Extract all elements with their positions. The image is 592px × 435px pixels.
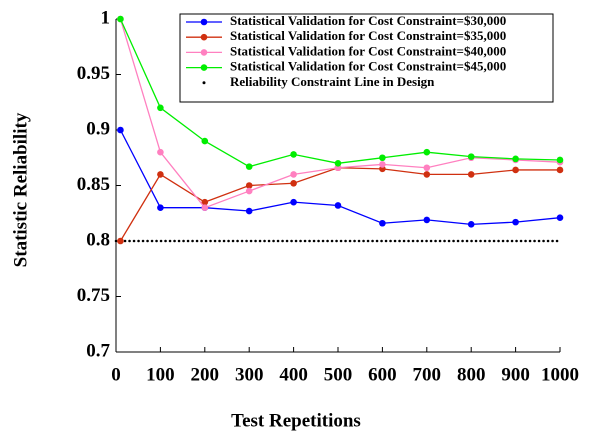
data-point <box>157 148 164 156</box>
x-tick-label: 1000 <box>541 364 579 385</box>
data-point <box>245 207 253 215</box>
data-point <box>157 204 164 211</box>
data-point <box>379 219 386 227</box>
data-point <box>117 15 124 23</box>
data-point <box>556 214 564 221</box>
data-point <box>512 166 519 174</box>
legend-marker <box>200 33 208 41</box>
y-axis-label: Statistic Reliability <box>10 112 31 267</box>
data-point <box>290 171 297 178</box>
data-point <box>334 202 342 209</box>
data-point <box>290 151 297 158</box>
legend-label: Statistical Validation for Cost Constrai… <box>230 59 506 74</box>
data-point <box>117 126 124 134</box>
data-point <box>117 237 124 245</box>
legend-label: Statistical Validation for Cost Constrai… <box>230 28 506 43</box>
legend-label: Statistical Validation for Cost Constrai… <box>230 43 506 58</box>
data-point <box>467 171 475 178</box>
data-point <box>423 164 431 172</box>
y-tick-label: 0.8 <box>86 229 110 250</box>
legend-label: Reliability Constraint Line in Design <box>230 74 435 89</box>
data-point <box>290 179 297 187</box>
x-tick-label: 200 <box>191 364 220 385</box>
data-point <box>423 148 431 156</box>
data-point <box>467 153 475 160</box>
y-tick-label: 0.7 <box>86 340 110 361</box>
data-point <box>379 161 386 168</box>
data-point <box>201 198 209 206</box>
legend-marker <box>200 18 208 26</box>
y-tick-label: 1 <box>101 7 111 28</box>
y-tick-label: 0.85 <box>77 174 110 195</box>
x-tick-label: 100 <box>146 364 175 385</box>
y-tick-label: 0.9 <box>86 118 110 139</box>
data-point <box>556 156 564 164</box>
legend: Statistical Validation for Cost Constrai… <box>179 13 554 103</box>
y-tick-label: 0.95 <box>77 63 110 84</box>
data-point <box>512 155 519 163</box>
data-point <box>512 218 519 226</box>
data-point <box>556 166 564 174</box>
x-tick-label: 700 <box>413 364 442 385</box>
data-point <box>245 182 253 189</box>
data-point <box>201 204 209 211</box>
data-point <box>467 221 475 228</box>
data-point <box>157 171 164 178</box>
data-point <box>201 137 209 145</box>
legend-marker <box>202 81 206 85</box>
data-point <box>245 187 253 195</box>
data-point <box>423 216 431 224</box>
data-point <box>423 171 431 178</box>
data-point <box>334 160 342 167</box>
x-axis-label: Test Repetitions <box>231 410 361 431</box>
x-tick-label: 600 <box>368 364 397 385</box>
series-line <box>119 129 561 226</box>
x-tick-label: 900 <box>501 364 530 385</box>
legend-box <box>179 13 554 103</box>
data-point <box>157 104 164 112</box>
x-tick-label: 400 <box>279 364 308 385</box>
legend-label: Statistical Validation for Cost Constrai… <box>230 13 506 28</box>
data-point <box>290 198 297 206</box>
data-point <box>379 154 386 162</box>
y-tick-label: 0.75 <box>77 285 110 306</box>
x-tick-label: 300 <box>235 364 264 385</box>
x-tick-label: 800 <box>457 364 486 385</box>
x-tick-label: 0 <box>111 364 121 385</box>
legend-marker <box>200 64 208 71</box>
x-tick-label: 500 <box>324 364 353 385</box>
legend-marker <box>200 49 208 56</box>
data-point <box>245 163 253 170</box>
